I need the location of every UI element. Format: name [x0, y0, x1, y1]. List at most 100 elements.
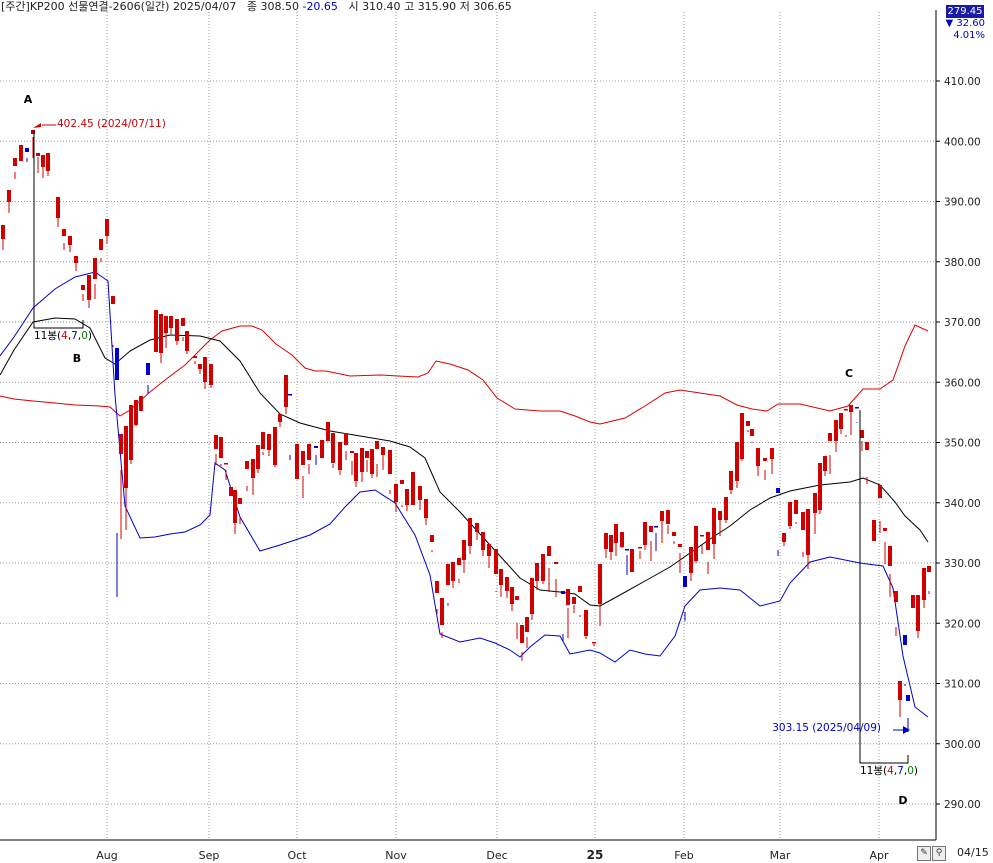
end-date: 04/15	[957, 846, 989, 859]
x-tick-label: Feb	[674, 849, 693, 862]
candle-body	[181, 318, 185, 326]
price-change-pct: 4.01%	[953, 30, 985, 41]
candle-body	[625, 549, 629, 551]
candle-body	[750, 429, 754, 436]
candlesticks	[1, 130, 931, 732]
candle-body	[354, 453, 358, 481]
candle-body	[649, 526, 653, 532]
candle-body	[238, 498, 242, 504]
count-label-2: 11봉(4,7,0)	[860, 765, 918, 777]
y-tick-label: 350.00	[944, 438, 981, 450]
candle-body	[898, 681, 902, 700]
candle-body	[525, 617, 529, 632]
x-tick-label: Sep	[199, 849, 220, 862]
candle-body	[566, 589, 570, 605]
low-marker-arrowhead	[903, 726, 910, 734]
chart-header: [주간]KP200 선물연결-2606(일간) 2025/04/07 종 308…	[1, 0, 512, 13]
candle-body	[267, 434, 271, 450]
candle-body	[81, 285, 85, 290]
candle-body	[740, 413, 744, 459]
candle-body	[911, 595, 915, 608]
candle-body	[487, 544, 491, 556]
upper-band-line	[0, 324, 929, 425]
candle-body	[683, 576, 687, 587]
grid-lines	[0, 12, 936, 840]
y-tick-label: 370.00	[944, 317, 981, 329]
zoom-icon[interactable]: ⚲	[932, 846, 946, 861]
candle-body	[1, 225, 5, 239]
candle-body	[794, 500, 798, 514]
candle-body	[278, 414, 282, 422]
candle-body	[446, 564, 450, 585]
chart-title: [주간]KP200 선물연결-2606(일간)	[1, 0, 170, 13]
edit-icon[interactable]: ✎	[917, 846, 931, 861]
candle-body	[541, 554, 545, 581]
point-label-c: C	[845, 367, 853, 380]
candle-body	[350, 451, 354, 453]
candle-body	[561, 591, 565, 594]
candle-body	[193, 356, 197, 358]
candle-body	[823, 456, 827, 471]
high-marker-label: 402.45 (2024/07/11)	[57, 118, 166, 130]
candle-body	[301, 451, 305, 465]
candle-body	[284, 375, 288, 407]
y-tick-label: 300.00	[944, 739, 981, 751]
point-label-a: A	[24, 93, 33, 106]
candle-body	[87, 275, 91, 300]
candle-body	[219, 437, 223, 458]
candle-body	[468, 518, 472, 546]
candle-body	[630, 549, 634, 572]
candle-body	[860, 430, 864, 438]
candle-body	[763, 458, 767, 461]
candle-body	[440, 598, 444, 625]
open-value: 310.40	[362, 0, 401, 13]
candle-body	[99, 239, 103, 250]
candle-body	[139, 396, 143, 411]
x-tick-label: Aug	[96, 849, 117, 862]
candle-body	[906, 695, 910, 701]
candle-body	[735, 442, 739, 481]
candle-body	[865, 442, 869, 450]
candle-body	[68, 236, 72, 245]
candle-body	[233, 490, 237, 523]
y-tick-label: 330.00	[944, 558, 981, 570]
candle-body	[375, 441, 379, 449]
candle-body	[643, 522, 647, 545]
high-value: 315.90	[417, 0, 457, 13]
count-bracket-1	[33, 130, 84, 329]
open-label: 시	[348, 0, 359, 13]
candle-body	[604, 533, 608, 549]
candle-body	[872, 520, 876, 541]
candle-body	[115, 348, 119, 380]
candle-body	[839, 413, 843, 429]
candle-body	[530, 578, 534, 614]
candle-body	[314, 446, 318, 448]
candle-body	[344, 433, 348, 445]
candle-body	[712, 508, 716, 544]
candle-body	[451, 562, 455, 581]
candle-body	[694, 526, 698, 561]
candle-body	[801, 512, 805, 530]
candle-body	[572, 597, 576, 604]
candle-body	[499, 569, 503, 585]
bollinger-bands	[0, 271, 929, 718]
candle-body	[592, 642, 596, 644]
candle-body	[111, 296, 115, 304]
candle-body	[41, 155, 45, 167]
close-label: 종	[246, 0, 257, 13]
candle-body	[370, 449, 374, 474]
candle-body	[813, 493, 817, 513]
candle-body	[198, 364, 202, 369]
y-tick-label: 290.00	[944, 799, 981, 811]
candle-body	[515, 596, 519, 600]
candle-body	[19, 145, 23, 161]
candle-body	[844, 409, 848, 411]
y-tick-label: 400.00	[944, 136, 981, 148]
candle-body	[13, 158, 17, 166]
candle-body	[245, 461, 249, 469]
axes: 410.00 400.00 390.00 380.00 370.00 360.00 350.…	[0, 10, 981, 862]
lower-band-line	[0, 271, 929, 718]
candle-body	[418, 486, 422, 500]
